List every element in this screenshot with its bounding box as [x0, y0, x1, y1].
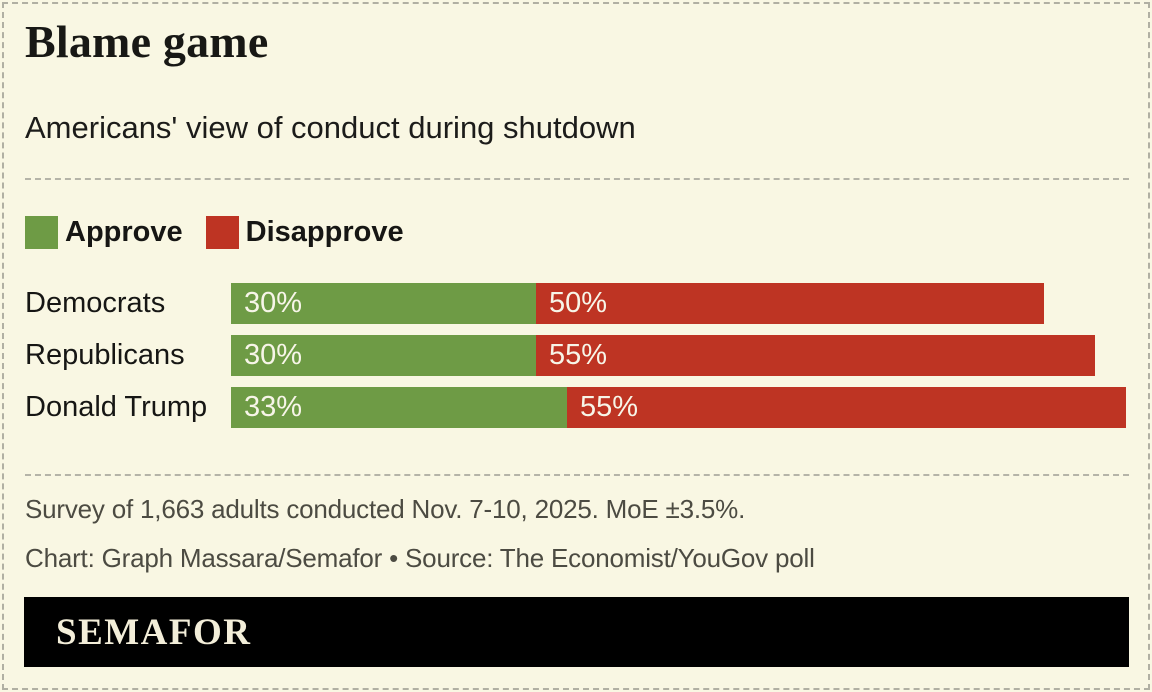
bar-segment-approve: 30%: [231, 335, 536, 377]
bar-row: Donald Trump 33% 55%: [25, 387, 1129, 429]
bar-value-label: 30%: [244, 339, 303, 372]
legend-swatch-disapprove: [205, 216, 239, 250]
bar-segment-disapprove: 55%: [567, 387, 1126, 429]
bar-row: Democrats 30% 50%: [25, 283, 1129, 325]
category-label: Republicans: [25, 339, 185, 372]
separator-top: [25, 178, 1129, 181]
legend-label: Approve: [65, 216, 183, 249]
bar-chart: Democrats 30% 50% Republicans 30% 55% Donald T…: [25, 283, 1129, 429]
bar-segment-approve: 30%: [231, 283, 536, 325]
legend: Approve Disapprove: [25, 216, 1129, 250]
bar-value-label: 33%: [244, 391, 303, 424]
bar-segment-disapprove: 50%: [536, 283, 1044, 325]
credit-source-line: Chart: Graph Massara/Semafor • Source: T…: [25, 543, 815, 574]
legend-swatch-approve: [25, 216, 58, 250]
legend-label: Disapprove: [245, 216, 404, 249]
bar-segment-approve: 33%: [231, 387, 567, 429]
chart-subtitle: Americans' view of conduct during shutdo…: [25, 109, 636, 145]
logo-bar: SEMAFOR: [24, 597, 1129, 668]
separator-bottom: [25, 474, 1129, 477]
chart-card: Blame game Americans' view of conduct du…: [24, 16, 1129, 668]
legend-item-disapprove: Disapprove: [205, 216, 404, 250]
chart-title: Blame game: [25, 16, 269, 67]
bar-value-label: 50%: [549, 287, 608, 320]
bar-row: Republicans 30% 55%: [25, 335, 1129, 377]
semafor-logo: SEMAFOR: [56, 611, 252, 653]
category-label: Democrats: [25, 287, 166, 320]
bar-value-label: 30%: [244, 287, 303, 320]
bar-segment-disapprove: 55%: [536, 335, 1095, 377]
bar-value-label: 55%: [580, 391, 639, 424]
category-label: Donald Trump: [25, 391, 208, 424]
legend-item-approve: Approve: [25, 216, 183, 250]
bar-track: 30% 50%: [231, 283, 1129, 325]
survey-note: Survey of 1,663 adults conducted Nov. 7-…: [25, 494, 746, 525]
bar-track: 33% 55%: [231, 387, 1129, 429]
bar-track: 30% 55%: [231, 335, 1129, 377]
bar-value-label: 55%: [549, 339, 608, 372]
